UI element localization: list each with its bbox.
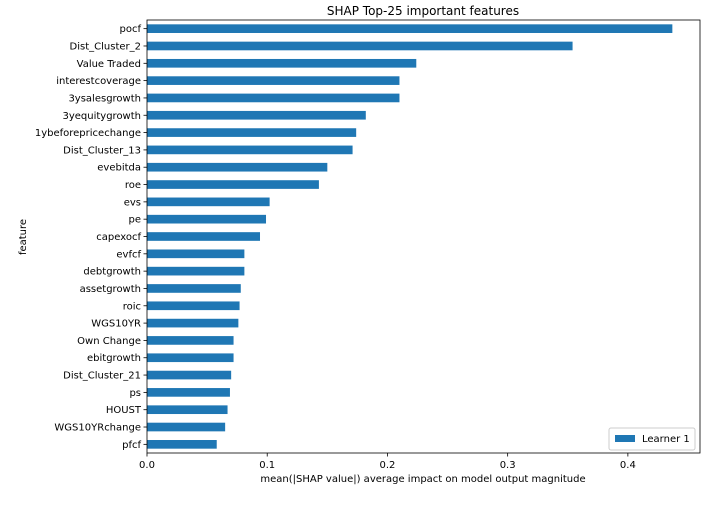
bar-capexocf bbox=[147, 232, 261, 241]
y-tick-label-interestcoverage: interestcoverage bbox=[56, 76, 141, 87]
bar-evs bbox=[147, 197, 270, 207]
x-tick-label-1: 0.1 bbox=[259, 460, 275, 471]
bar-houst bbox=[147, 405, 228, 415]
x-tick-label-2: 0.2 bbox=[379, 460, 395, 471]
bar-own-change bbox=[147, 336, 234, 345]
y-tick-label-debtgrowth: debtgrowth bbox=[83, 267, 141, 278]
y-tick-label-roe: roe bbox=[125, 180, 141, 191]
bar-1ybeforepricechange bbox=[147, 128, 357, 137]
bar-value-traded bbox=[147, 58, 417, 68]
y-axis-label: feature bbox=[18, 219, 29, 255]
y-tick-label-wgs10yrchange: WGS10YRchange bbox=[54, 423, 141, 434]
bar-pocf bbox=[147, 24, 673, 33]
bar-pe bbox=[147, 214, 267, 224]
y-tick-label-value-traded: Value Traded bbox=[77, 59, 141, 70]
legend-label-learner-1: Learner 1 bbox=[642, 434, 690, 445]
y-tick-label-pocf: pocf bbox=[120, 24, 142, 35]
y-tick-label-wgs10yr: WGS10YR bbox=[91, 319, 141, 330]
bar-debtgrowth bbox=[147, 266, 245, 276]
y-tick-label-ps: ps bbox=[129, 388, 141, 399]
chart-title: SHAP Top-25 important features bbox=[327, 4, 519, 18]
y-tick-label-pe: pe bbox=[129, 215, 142, 226]
y-tick-label-evebitda: evebitda bbox=[97, 163, 141, 174]
y-tick-label-roic: roic bbox=[123, 301, 141, 312]
bar-evebitda bbox=[147, 162, 328, 172]
y-tick-label-3ysalesgrowth: 3ysalesgrowth bbox=[68, 93, 141, 104]
bar-pfcf bbox=[147, 440, 217, 449]
y-tick-label-3yequitygrowth: 3yequitygrowth bbox=[62, 111, 141, 122]
x-tick-label-4: 0.4 bbox=[620, 460, 636, 471]
y-tick-label-assetgrowth: assetgrowth bbox=[80, 284, 141, 295]
y-tick-label-capexocf: capexocf bbox=[96, 232, 141, 243]
bar-3ysalesgrowth bbox=[147, 93, 400, 103]
bar-interestcoverage bbox=[147, 76, 400, 85]
bar-wgs10yr bbox=[147, 318, 239, 328]
bar-assetgrowth bbox=[147, 284, 241, 293]
x-tick-label-3: 0.3 bbox=[500, 460, 516, 471]
legend-frame bbox=[608, 427, 696, 451]
bar-dist-cluster-21 bbox=[147, 370, 232, 380]
legend: Learner 1 bbox=[608, 427, 696, 451]
bar-dist-cluster-2 bbox=[147, 41, 573, 51]
bar-roe bbox=[147, 180, 319, 189]
bar-3yequitygrowth bbox=[147, 110, 366, 120]
bar-evfcf bbox=[147, 249, 245, 259]
y-tick-label-dist-cluster-21: Dist_Cluster_21 bbox=[63, 371, 141, 382]
plot-frame bbox=[146, 19, 701, 454]
y-tick-label-evs: evs bbox=[124, 197, 141, 208]
bar-ebitgrowth bbox=[147, 353, 234, 363]
bar-ps bbox=[147, 388, 230, 397]
bar-dist-cluster-13 bbox=[147, 145, 353, 155]
x-tick-label-0: 0.0 bbox=[139, 460, 155, 471]
y-tick-label-evfcf: evfcf bbox=[116, 249, 141, 260]
legend-swatch-learner-1 bbox=[615, 435, 635, 442]
y-tick-label-dist-cluster-2: Dist_Cluster_2 bbox=[70, 41, 141, 52]
y-tick-label-dist-cluster-13: Dist_Cluster_13 bbox=[63, 145, 141, 156]
y-tick-label-ebitgrowth: ebitgrowth bbox=[87, 353, 141, 364]
plot-area: pocf Dist_Cluster_2 Value Traded interestco… bbox=[35, 19, 701, 471]
y-tick-label-pfcf: pfcf bbox=[122, 440, 141, 451]
y-tick-label-houst: HOUST bbox=[106, 405, 142, 416]
y-tick-label-1ybeforepricechange: 1ybeforepricechange bbox=[35, 128, 141, 139]
bar-roic bbox=[147, 301, 240, 311]
x-axis-label: mean(|SHAP value|) average impact on mod… bbox=[260, 474, 585, 485]
bar-wgs10yrchange bbox=[147, 422, 226, 432]
y-tick-label-own-change: Own Change bbox=[77, 336, 141, 347]
